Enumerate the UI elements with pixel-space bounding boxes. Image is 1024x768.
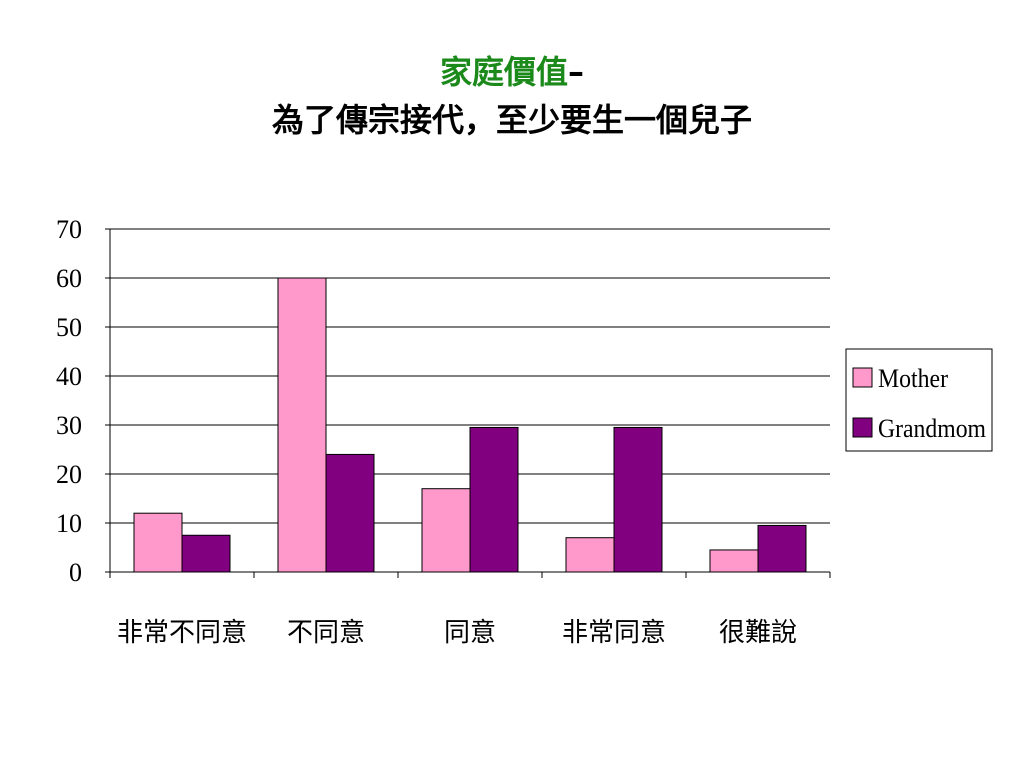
y-tick-label: 60 (56, 264, 82, 293)
bar-grandmom (181, 534, 231, 573)
bar-grandmom (325, 453, 375, 573)
y-tick-label: 70 (56, 215, 82, 244)
bar-mother (565, 537, 615, 573)
y-tick-label: 40 (56, 362, 82, 391)
x-category-label: 同意 (444, 618, 496, 648)
y-tick-label: 50 (56, 313, 82, 342)
y-tick-label: 30 (56, 411, 82, 440)
bar-mother (421, 488, 471, 573)
bar-mother (277, 277, 327, 573)
bar-mother (133, 512, 183, 573)
legend-swatch-grandmom (852, 417, 873, 438)
legend-label-grandmom: Grandmom (878, 414, 986, 443)
chart-title-line2: 為了傳宗接代，至少要生一個兒子 (271, 101, 752, 139)
x-category-label: 非常同意 (562, 618, 666, 648)
x-category-label: 不同意 (287, 618, 365, 648)
bar-mother (709, 549, 759, 573)
y-tick-label: 0 (69, 558, 82, 587)
gridlines (110, 228, 830, 524)
x-category-label: 非常不同意 (117, 618, 247, 648)
legend-swatch-mother (852, 367, 873, 388)
chart-title-line1: 家庭價值– (0, 52, 1024, 92)
y-tick-label: 10 (56, 509, 82, 538)
legend: Mother Grandmom (845, 348, 993, 452)
bar-grandmom (613, 426, 663, 573)
bar-grandmom (757, 524, 807, 573)
y-tick-label: 20 (56, 460, 82, 489)
legend-label-mother: Mother (878, 364, 948, 393)
x-category-label: 很難說 (719, 618, 797, 648)
bars (133, 277, 807, 573)
bar-grandmom (469, 426, 519, 573)
axes: 0 10 20 30 40 50 60 70 非常不同意 不同意 同意 非常同意 很難說 (56, 215, 831, 648)
title-family-values: 家庭價值 (439, 53, 568, 91)
title-dash: – (568, 53, 584, 91)
